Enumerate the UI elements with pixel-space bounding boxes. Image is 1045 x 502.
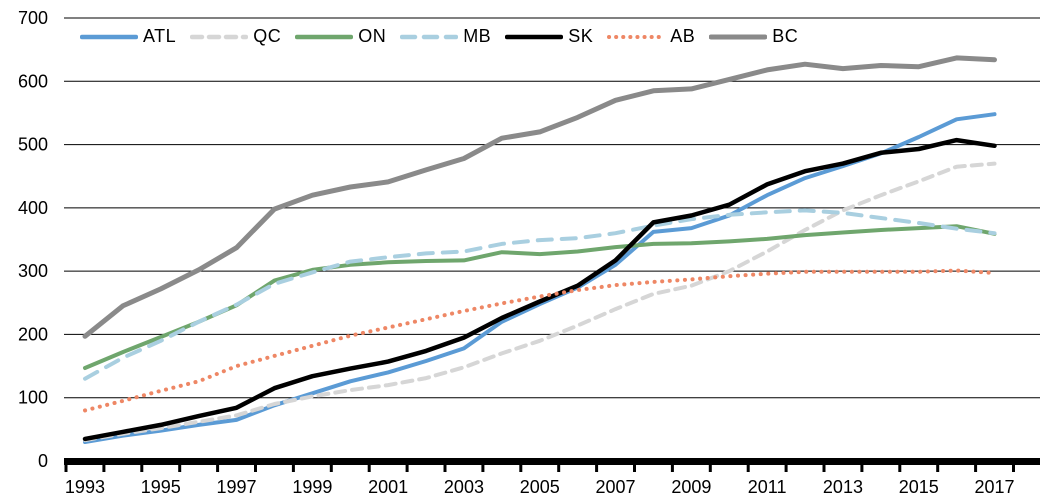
x-axis-tick (329, 465, 333, 472)
x-axis-tick-label: 2007 (596, 477, 636, 497)
x-axis-tick (443, 465, 447, 472)
x-axis-tick (595, 465, 599, 472)
y-axis-tick-label: 400 (18, 198, 48, 218)
legend-item-SK: SK (505, 26, 593, 47)
x-axis-tick (746, 465, 750, 472)
x-axis-tick (557, 465, 561, 472)
x-axis-tick (633, 465, 636, 472)
x-axis-tick (367, 465, 371, 472)
series-line-BC (82, 55, 997, 339)
y-axis-tick-label: 500 (18, 135, 48, 155)
x-axis-tick (822, 465, 826, 472)
x-axis-tick (102, 465, 106, 472)
x-axis-tick (64, 465, 68, 472)
x-axis-tick (974, 465, 978, 472)
x-axis-tick (860, 465, 864, 472)
series-line-ATL (83, 112, 997, 444)
x-axis-tick (178, 465, 182, 472)
x-axis-tick-label: 2001 (368, 477, 408, 497)
series-line-MB (83, 208, 997, 381)
x-axis-tick (670, 465, 674, 472)
chart-legend: ATL QC ON MB SK AB BC (80, 26, 812, 47)
legend-line-sample-SK (505, 34, 564, 39)
legend-label-MB: MB (463, 26, 492, 46)
legend-item-QC: QC (190, 26, 281, 47)
legend-label-SK: SK (568, 26, 594, 46)
legend-line-sample-MB (400, 34, 459, 39)
y-axis-tick-label: 200 (18, 324, 48, 344)
x-axis-tick-label: 2005 (520, 477, 560, 497)
x-axis-tick (291, 465, 295, 472)
x-axis-tick-label: 2003 (444, 477, 484, 497)
x-axis-tick (216, 465, 220, 472)
x-axis-tick-label: 1999 (292, 477, 332, 497)
x-axis-tick-label: 2009 (671, 477, 711, 497)
legend-line-sample-ON (295, 34, 354, 39)
x-axis-tick (936, 465, 940, 472)
x-axis-tick (140, 465, 144, 472)
legend-label-ATL: ATL (143, 26, 177, 46)
y-axis-tick-label: 100 (18, 388, 48, 408)
legend-line-sample-AB (607, 34, 666, 39)
x-axis-line (64, 458, 1040, 465)
legend-item-BC: BC (709, 26, 798, 47)
legend-label-BC: BC (772, 26, 799, 46)
x-axis-tick-label: 1997 (217, 477, 257, 497)
x-axis-tick-label: 1995 (141, 477, 181, 497)
y-axis-tick-label: 300 (18, 261, 48, 281)
series-line-QC (83, 161, 997, 443)
y-axis-tick-label: 700 (18, 8, 48, 28)
legend-item-AB: AB (607, 26, 695, 47)
x-axis-tick (784, 465, 788, 472)
series-line-AB (83, 268, 997, 413)
x-axis-tick (481, 465, 485, 472)
legend-label-AB: AB (670, 26, 696, 46)
x-axis-tick (405, 465, 409, 472)
legend-line-sample-QC (190, 34, 249, 39)
x-axis-tick (254, 465, 257, 472)
y-axis-tick-label: 600 (18, 71, 48, 91)
legend-item-MB: MB (400, 26, 491, 47)
x-axis-tick (708, 465, 712, 472)
x-axis-tick-label: 2013 (823, 477, 863, 497)
x-axis-tick-label: 2015 (899, 477, 939, 497)
x-axis-tick (898, 465, 902, 472)
x-axis-tick (519, 465, 523, 472)
legend-line-sample-ATL (80, 34, 138, 39)
x-axis-tick-label: 2017 (975, 477, 1015, 497)
legend-label-QC: QC (253, 26, 282, 46)
x-axis-tick-label: 2011 (748, 477, 787, 497)
legend-item-ON: ON (295, 26, 386, 47)
legend-item-ATL: ATL (80, 26, 176, 47)
legend-label-ON: ON (358, 26, 387, 46)
y-axis-tick-label: 0 (38, 451, 48, 471)
series-line-SK (82, 137, 997, 442)
x-axis-tick (1012, 465, 1015, 472)
x-axis-tick-label: 1993 (65, 477, 105, 497)
series-line-ON (83, 224, 997, 370)
legend-line-sample-BC (709, 34, 768, 39)
